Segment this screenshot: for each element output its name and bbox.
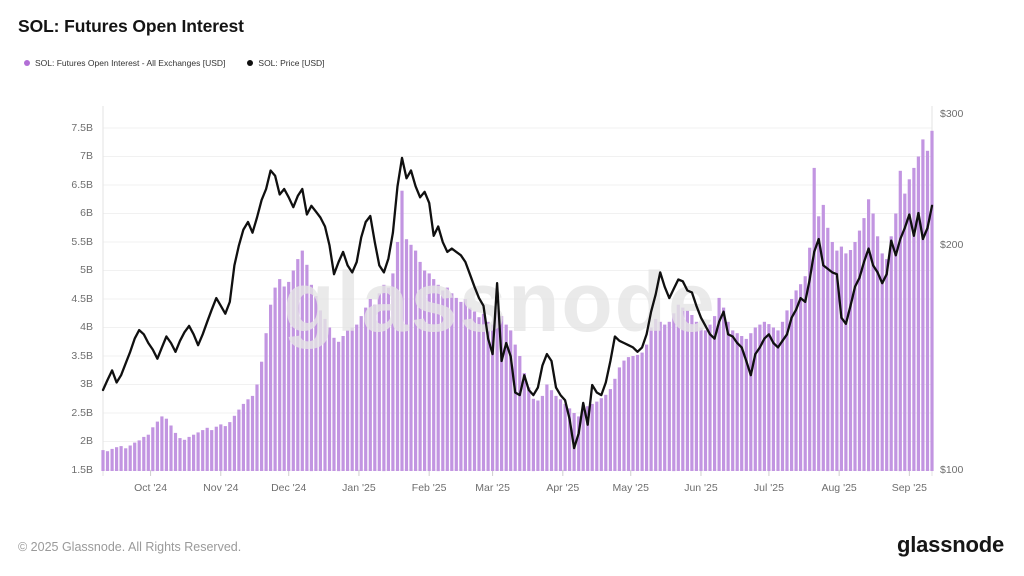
legend: SOL: Futures Open Interest - All Exchang… (24, 58, 325, 68)
x-axis-tick-label: Aug '25 (821, 482, 857, 494)
left-axis-tick-label: 6.5B (71, 178, 93, 191)
left-axis-tick-label: 3B (80, 378, 93, 390)
right-axis-tick-label: $100 (940, 463, 964, 476)
x-axis-tick-label: Sep '25 (891, 482, 927, 494)
right-axis-tick-label: $200 (940, 238, 964, 251)
left-axis-tick-label: 1.5B (71, 463, 93, 476)
x-axis-tick-label: May '25 (612, 482, 649, 494)
left-axis-tick-label: 6B (80, 207, 93, 219)
left-axis-tick-label: 2B (80, 435, 93, 447)
price-line (101, 156, 934, 450)
x-axis-tick-label: Dec '24 (271, 482, 307, 494)
left-axis-tick-label: 4B (80, 321, 93, 333)
left-axis-tick-label: 2.5B (71, 406, 93, 419)
legend-label-price: SOL: Price [USD] (258, 58, 325, 68)
legend-swatch-price-icon (247, 60, 254, 66)
x-axis-tick-label: Feb '25 (411, 482, 447, 494)
left-axis-tick-label: 4.5B (71, 292, 93, 305)
left-axis-tick-label: 7B (80, 150, 93, 162)
legend-label-oi: SOL: Futures Open Interest - All Exchang… (35, 58, 226, 68)
left-axis-tick-label: 7.5B (71, 121, 93, 134)
left-axis-tick-label: 5.5B (71, 235, 93, 248)
left-axis-tick-label: 5B (80, 264, 93, 276)
x-axis-tick-label: Apr '25 (546, 482, 580, 494)
x-axis-tick-label: Oct '24 (134, 482, 168, 494)
open-interest-bars (101, 130, 934, 472)
x-axis-tick-label: Jan '25 (342, 482, 376, 494)
x-axis-tick-label: Mar '25 (475, 482, 510, 494)
legend-swatch-oi-icon (24, 60, 30, 66)
copyright-text: © 2025 Glassnode. All Rights Reserved. (18, 540, 242, 554)
x-axis-tick-label: Nov '24 (203, 482, 239, 494)
legend-item-price[interactable]: SOL: Price [USD] (247, 58, 325, 68)
legend-item-open-interest[interactable]: SOL: Futures Open Interest - All Exchang… (24, 58, 225, 68)
glassnode-logo-wordmark: glassnode (896, 532, 1004, 557)
x-axis-tick-label: Jul '25 (753, 482, 784, 494)
chart-title: SOL: Futures Open Interest (18, 16, 244, 36)
right-axis-tick-label: $300 (940, 107, 964, 120)
x-axis-tick-label: Jun '25 (684, 482, 718, 494)
left-axis-tick-label: 3.5B (71, 349, 93, 362)
